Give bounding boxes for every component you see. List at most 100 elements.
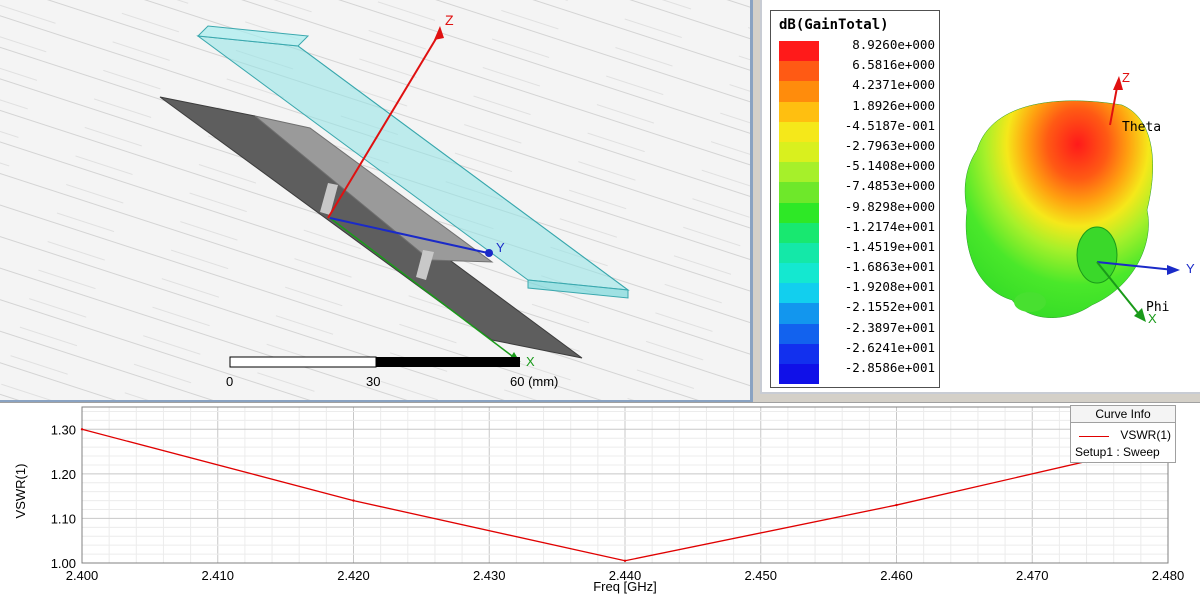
legend-value: -1.6863e+001 <box>844 259 935 275</box>
pattern-lower-lobe <box>1014 292 1046 312</box>
model-3d-view[interactable]: Z Y X 0 30 60 (mm) <box>0 0 753 403</box>
scale-bar-white <box>229 356 377 368</box>
scale-tick-60: 60 (mm) <box>510 374 558 389</box>
legend-swatch <box>779 222 819 243</box>
x-tick-label: 2.460 <box>880 568 913 583</box>
patch-element <box>254 115 494 263</box>
legend-swatch <box>779 182 819 203</box>
y-tick-label: 1.30 <box>51 422 76 437</box>
y-tick-label: 1.00 <box>51 556 76 571</box>
x-tick-label: 2.400 <box>66 568 99 583</box>
curve-entry-label: VSWR(1) <box>1120 428 1171 442</box>
curve-setup-label: Setup1 : Sweep <box>1075 445 1160 459</box>
feed-pin-2 <box>416 250 434 280</box>
pattern-x-arrow <box>1134 308 1146 322</box>
curve-info-header: Curve Info <box>1071 406 1175 423</box>
legend-swatch <box>779 303 819 324</box>
curve-swatch <box>1079 436 1109 437</box>
legend-value: -9.8298e+000 <box>844 198 935 214</box>
vswr-data-point[interactable] <box>895 503 898 507</box>
legend-swatch <box>779 323 819 344</box>
x-tick-label: 2.420 <box>337 568 370 583</box>
legend-swatch <box>779 101 819 122</box>
pattern-z-arrow <box>1113 76 1123 90</box>
curve-entry[interactable]: VSWR(1) <box>1075 428 1171 444</box>
curve-info-legend[interactable]: Curve Info VSWR(1) Setup1 : Sweep <box>1070 405 1176 463</box>
legend-swatch <box>779 141 819 163</box>
legend-swatch <box>779 121 819 142</box>
vswr-data-point[interactable] <box>352 499 355 502</box>
y-tick-label: 1.20 <box>51 467 76 482</box>
scale-tick-30: 30 <box>366 374 380 389</box>
pattern-null-dimple <box>1076 226 1118 284</box>
x-tick-label: 2.410 <box>201 568 234 583</box>
legend-swatch <box>779 162 819 183</box>
legend-value: 8.9260e+000 <box>852 37 935 52</box>
legend-swatch <box>779 202 819 223</box>
vswr-chart[interactable]: 1.001.101.201.30 2.400 2.410 2.420 2.430 2.4… <box>0 403 1200 599</box>
legend-value: -1.2174e+001 <box>844 218 935 234</box>
plot-frame <box>81 406 1169 564</box>
x-axis-line <box>329 217 521 363</box>
x-tick-label: 2.480 <box>1152 568 1185 583</box>
x-tick-labels: 2.400 2.410 2.420 2.430 2.440 2.450 2.460 2.470… <box>66 568 1185 583</box>
legend-color-scale <box>779 41 819 385</box>
legend-value: -2.8586e+001 <box>844 360 935 375</box>
legend-swatch <box>779 81 819 102</box>
legend-value: 4.2371e+000 <box>852 77 935 93</box>
legend-values: 8.9260e+000 6.5816e+000 4.2371e+000 1.8926e… <box>825 35 935 378</box>
pattern-z-label: Z <box>1122 70 1130 85</box>
x-axis-title: Freq [GHz] <box>593 579 657 594</box>
feed-pin-1 <box>320 183 338 215</box>
y-axis-line <box>329 217 489 254</box>
pattern-canvas[interactable]: Z Theta Y X Phi <box>762 0 1200 392</box>
y-axis-label: Y <box>496 240 505 255</box>
superstrate-top <box>196 25 310 47</box>
scale-tick-0: 0 <box>226 374 233 389</box>
x-tick-label: 2.470 <box>1016 568 1049 583</box>
pattern-x-axis <box>1096 261 1143 319</box>
legend-swatch <box>779 263 819 284</box>
legend-value: -2.7963e+000 <box>844 137 935 153</box>
z-axis-line <box>327 31 441 219</box>
x-axis-label: X <box>526 354 535 369</box>
legend-swatch <box>779 41 819 62</box>
chart-grid <box>81 407 1169 564</box>
superstrate-edge <box>297 45 629 291</box>
pattern-y-label: Y <box>1186 261 1195 276</box>
vswr-data-point[interactable] <box>80 428 84 431</box>
scale-bar-black <box>376 357 520 367</box>
legend-swatch <box>779 283 819 304</box>
y-axis-title: VSWR(1) <box>13 464 28 519</box>
superstrate-side <box>527 279 629 299</box>
legend-title: dB(GainTotal) <box>779 17 889 33</box>
y-tick-label: 1.10 <box>51 511 76 526</box>
legend-swatch <box>779 343 819 364</box>
radiation-pattern-view[interactable]: dB(GainTotal) 8.9260e+000 6.5816e+000 4.23… <box>760 0 1200 394</box>
legend-value: -2.6241e+001 <box>844 339 935 355</box>
y-axis-arrow <box>485 249 493 257</box>
legend-swatch <box>779 364 819 385</box>
legend-swatch <box>779 61 819 82</box>
legend-value: 6.5816e+000 <box>852 57 935 73</box>
phi-label: Phi <box>1146 300 1169 315</box>
legend-value: -7.4853e+000 <box>844 178 935 194</box>
y-tick-labels: 1.00 1.10 1.20 1.30 <box>51 422 76 571</box>
legend-value: -5.1408e+000 <box>844 158 935 174</box>
vswr-data-point[interactable] <box>623 559 627 562</box>
model-canvas[interactable]: Z Y X 0 30 60 (mm) <box>0 0 750 400</box>
pattern-x-label: X <box>1148 311 1157 326</box>
vswr-plot-view[interactable]: 1.00 1.10 1.20 1.30 2.400 2.410 2.420 2.430 2.4… <box>0 402 1200 599</box>
legend-value: -2.1552e+001 <box>844 299 935 315</box>
x-tick-label: 2.440 <box>609 568 642 583</box>
legend-value: 1.8926e+000 <box>852 97 935 113</box>
pattern-y-axis <box>1096 261 1175 271</box>
legend-value: -4.5187e-001 <box>844 117 935 133</box>
legend-swatch <box>779 242 819 264</box>
pattern-y-arrow <box>1167 265 1180 275</box>
z-axis-label: Z <box>445 12 454 28</box>
theta-label: Theta <box>1122 120 1161 135</box>
legend-value: -2.3897e+001 <box>844 319 935 335</box>
legend-value: -1.9208e+001 <box>844 279 935 295</box>
gain-legend[interactable]: dB(GainTotal) 8.9260e+000 6.5816e+000 4.23… <box>770 10 940 388</box>
